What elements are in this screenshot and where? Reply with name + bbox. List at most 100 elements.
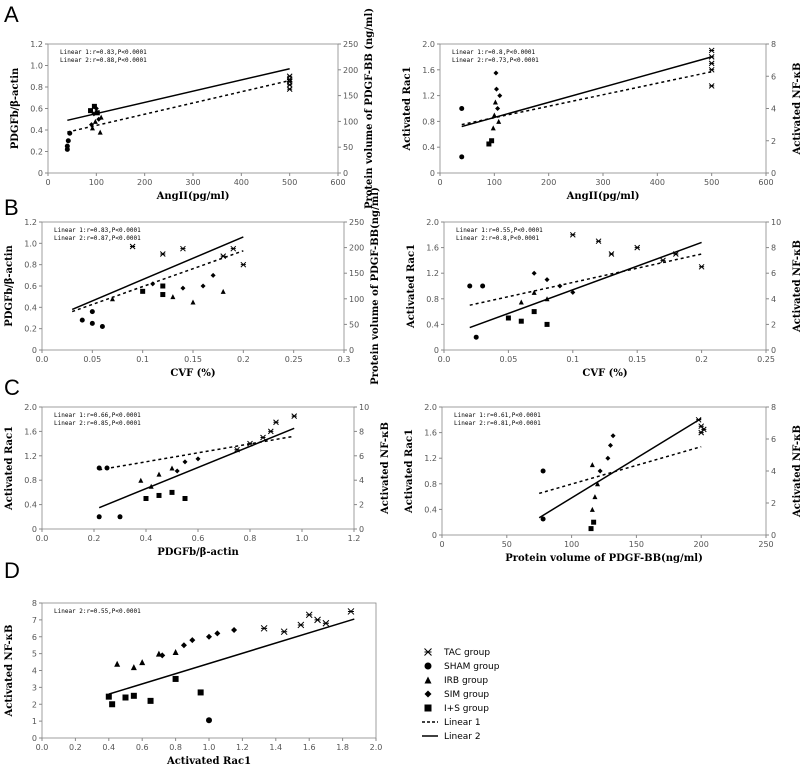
x-tick-label: 0.05 bbox=[499, 355, 517, 364]
stats-annotation: Linear 1:r=0.83,P<0.0001 bbox=[54, 227, 141, 234]
data-point bbox=[143, 496, 149, 501]
legend-label: Linear 1 bbox=[444, 718, 481, 728]
legend-swatch-star-x bbox=[424, 648, 432, 656]
data-point bbox=[494, 86, 500, 92]
linear-1-line bbox=[469, 253, 702, 306]
x-tick-label: 2.0 bbox=[370, 743, 383, 752]
x-tick-label: 0.2 bbox=[69, 743, 82, 752]
data-point bbox=[65, 138, 71, 144]
y-tick-label: 1.2 bbox=[30, 40, 43, 49]
x-tick-label: 0.3 bbox=[338, 355, 351, 364]
legend: TAC group SHAM group IRB group SIM group I+S… bbox=[422, 648, 500, 742]
y-tick-label: 2.0 bbox=[422, 40, 435, 49]
y-tick-label: 0.6 bbox=[24, 282, 37, 291]
data-point bbox=[169, 489, 175, 495]
y2-tick-label: 0 bbox=[349, 346, 354, 355]
legend-label: Linear 2 bbox=[444, 732, 481, 742]
y-axis-label: PDGFb/β-actin bbox=[4, 245, 15, 327]
data-point bbox=[495, 106, 501, 111]
legend-swatch-square bbox=[424, 704, 432, 712]
stats-annotation: Linear 1:r=0.66,P<0.0001 bbox=[54, 412, 141, 419]
x-tick-label: 100 bbox=[89, 178, 104, 187]
data-point bbox=[180, 285, 186, 291]
stats-annotation: Linear 2:r=0.85,P<0.0001 bbox=[54, 420, 141, 427]
data-point bbox=[160, 292, 166, 298]
y-tick-label: 6 bbox=[32, 633, 37, 642]
data-point bbox=[89, 125, 95, 131]
x-tick-label: 500 bbox=[704, 178, 719, 187]
y-tick-label: 0.8 bbox=[426, 295, 439, 304]
legend-item: Linear 1 bbox=[422, 718, 481, 728]
data-point bbox=[700, 426, 707, 433]
linear-2-line bbox=[469, 241, 702, 329]
y-tick-label: 1.6 bbox=[24, 427, 37, 436]
data-point bbox=[200, 283, 206, 289]
y-axis-label: Activated Rac1 bbox=[402, 66, 413, 151]
data-point bbox=[122, 694, 129, 701]
chart-b2: 0.0 0.05 0.1 0.15 0.2 0.2500.40.81.21.62.0024… bbox=[406, 218, 800, 379]
x-tick-label: 0.6 bbox=[192, 534, 205, 543]
data-point bbox=[88, 108, 94, 114]
data-point bbox=[109, 296, 115, 302]
data-point bbox=[297, 621, 305, 629]
y2-tick-label: 2 bbox=[771, 137, 776, 146]
data-point bbox=[708, 83, 715, 89]
x-tick-label: 0.4 bbox=[140, 534, 153, 543]
y2-tick-label: 6 bbox=[771, 72, 776, 81]
data-point bbox=[117, 514, 123, 520]
y2-tick-label: 2 bbox=[771, 320, 776, 329]
data-point bbox=[480, 283, 486, 289]
y2-tick-label: 0 bbox=[359, 525, 364, 534]
data-point bbox=[467, 283, 473, 289]
legend-label: IRB group bbox=[444, 676, 488, 686]
x-tick-label: 0.0 bbox=[438, 355, 451, 364]
x-tick-label: 0.25 bbox=[285, 355, 303, 364]
y2-tick-label: 50 bbox=[349, 320, 359, 329]
x-tick-label: 0.15 bbox=[628, 355, 646, 364]
x-tick-label: 0.8 bbox=[169, 743, 182, 752]
data-point bbox=[206, 717, 212, 724]
x-tick-label: 400 bbox=[650, 178, 665, 187]
y-tick-label: 0.8 bbox=[30, 83, 43, 92]
y2-tick-label: 2 bbox=[771, 499, 776, 508]
data-point bbox=[605, 455, 611, 461]
y-tick-label: 5 bbox=[32, 650, 37, 659]
y2-tick-label: 8 bbox=[359, 427, 364, 436]
y2-axis-label: Activated NF-κB bbox=[792, 425, 800, 518]
x-tick-label: 1.0 bbox=[203, 743, 216, 752]
data-point bbox=[698, 263, 705, 270]
data-point bbox=[96, 514, 102, 520]
data-point bbox=[105, 693, 112, 700]
data-point bbox=[172, 648, 179, 655]
x-tick-label: 300 bbox=[185, 178, 200, 187]
x-axis-label: AngII(pg/ml) bbox=[156, 191, 230, 202]
stats-annotation: Linear 1:r=0.83,P<0.0001 bbox=[60, 49, 147, 56]
legend-item: I+S group bbox=[424, 704, 489, 714]
x-tick-label: 500 bbox=[282, 178, 297, 187]
data-point bbox=[190, 299, 196, 305]
legend-label: SHAM group bbox=[444, 662, 500, 672]
x-tick-label: 100 bbox=[564, 540, 579, 549]
x-tick-label: 600 bbox=[758, 178, 773, 187]
data-point bbox=[240, 261, 247, 268]
y2-axis-label: Protein volume of PDGF-BB (ng/ml) bbox=[364, 8, 375, 209]
data-point bbox=[147, 697, 154, 704]
y2-tick-label: 4 bbox=[771, 295, 776, 304]
data-point bbox=[588, 526, 594, 532]
x-axis-label: PDGFb/β-actin bbox=[157, 547, 239, 558]
data-point bbox=[589, 506, 595, 512]
x-tick-label: 250 bbox=[758, 540, 773, 549]
y-tick-label: 0.8 bbox=[24, 261, 37, 270]
y-tick-label: 0.2 bbox=[30, 148, 43, 157]
data-point bbox=[347, 608, 355, 615]
x-tick-label: 0.4 bbox=[102, 743, 115, 752]
data-point bbox=[595, 238, 602, 245]
x-tick-label: 0.2 bbox=[237, 355, 250, 364]
data-point bbox=[497, 93, 503, 99]
y2-tick-label: 8 bbox=[771, 40, 776, 49]
stats-annotation: Linear 1:r=0.55,P<0.0001 bbox=[456, 227, 543, 234]
x-tick-label: 0.0 bbox=[36, 534, 49, 543]
y-tick-label: 0.8 bbox=[422, 117, 435, 126]
linear-1-line bbox=[71, 250, 244, 313]
linear-1-line bbox=[99, 435, 295, 471]
